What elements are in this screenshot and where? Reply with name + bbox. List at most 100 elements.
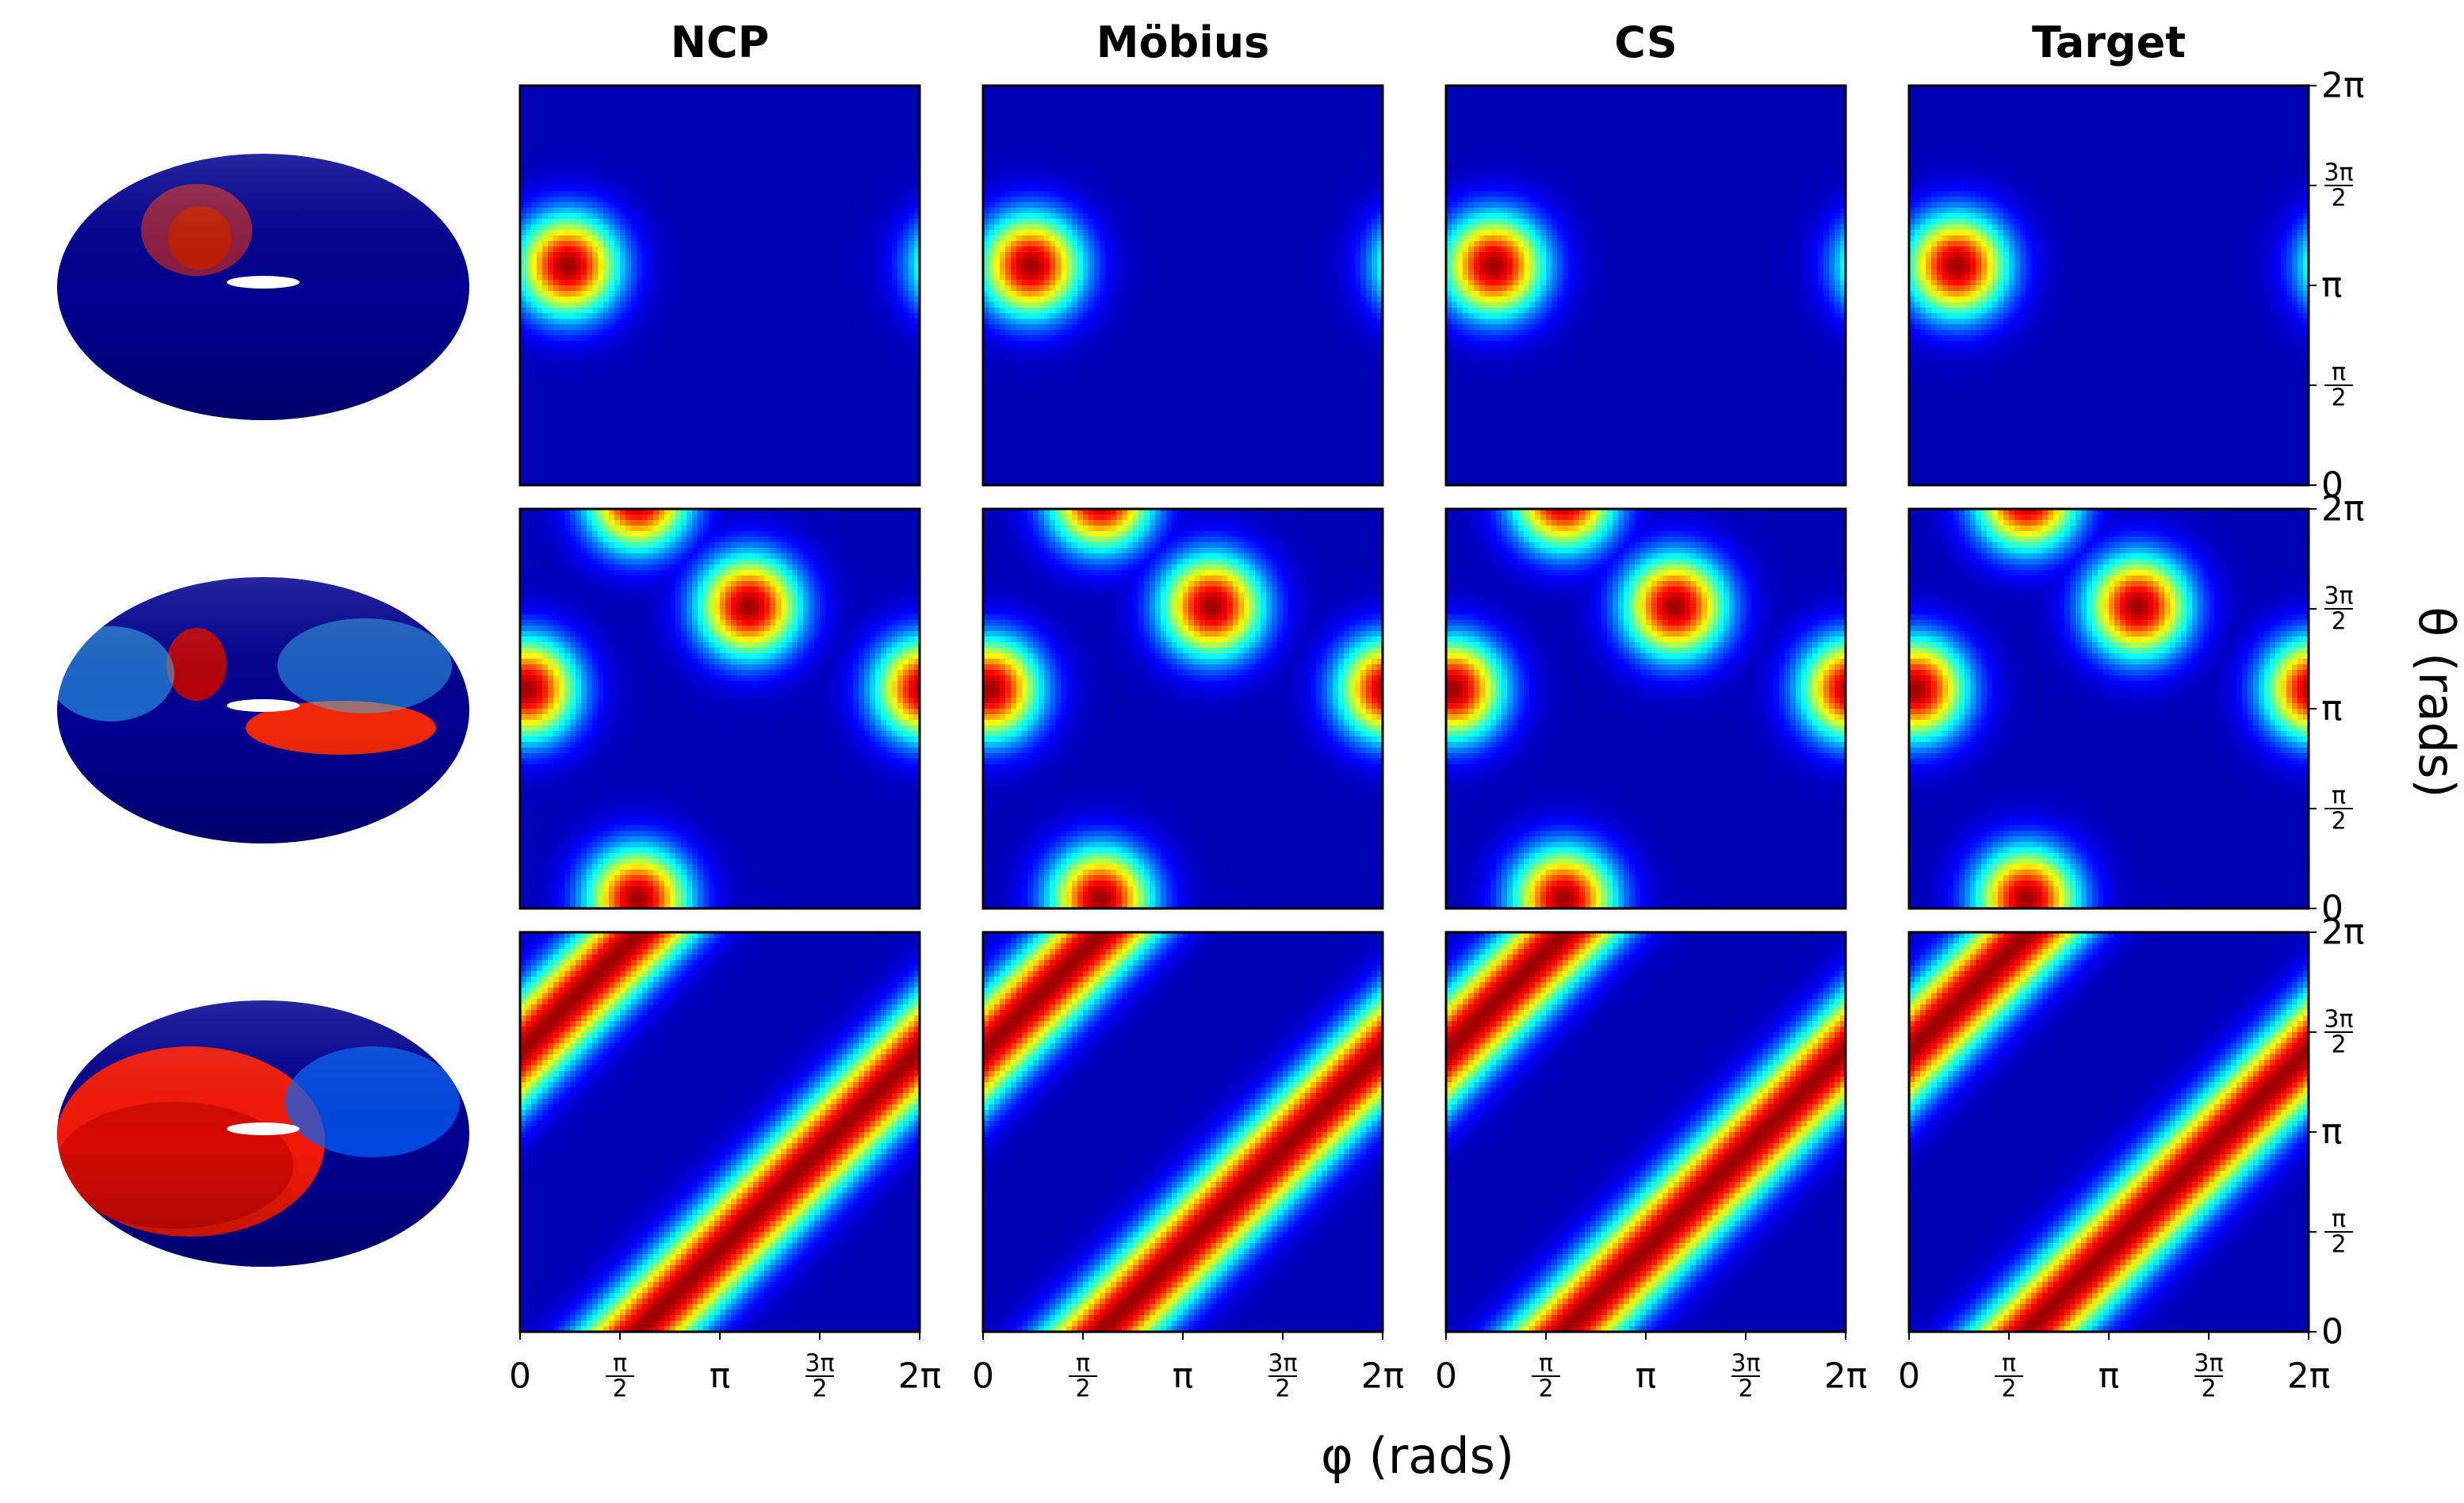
heatmap-cell: [659, 285, 665, 292]
heatmap-cell: [531, 108, 538, 114]
heatmap-cell: [825, 285, 832, 292]
heatmap-cell: [631, 235, 637, 242]
heatmap-cell: [897, 346, 904, 353]
heatmap-cell: [653, 141, 660, 147]
heatmap-cell: [909, 180, 915, 186]
heatmap-cell: [626, 191, 632, 197]
heatmap-cell: [820, 169, 826, 175]
heatmap-cell: [909, 202, 915, 208]
heatmap-cell: [620, 97, 626, 103]
heatmap-cell: [537, 252, 543, 258]
heatmap-cell: [703, 235, 710, 242]
heatmap-cell: [842, 302, 848, 308]
heatmap-cell: [553, 97, 560, 103]
heatmap-cell: [731, 119, 737, 125]
heatmap-cell: [775, 213, 782, 220]
heatmap-cell: [614, 241, 621, 247]
heatmap-cell: [875, 335, 882, 342]
heatmap-cell: [698, 230, 704, 236]
heatmap-cell: [531, 102, 538, 109]
heatmap-cell: [570, 269, 576, 275]
heatmap-cell: [831, 180, 837, 186]
heatmap-cell: [703, 313, 710, 319]
heatmap-cell: [781, 174, 787, 181]
heatmap-cell: [742, 313, 748, 319]
heatmap-cell: [592, 97, 599, 103]
heatmap-cell: [670, 158, 676, 164]
heatmap-cell: [576, 319, 582, 325]
heatmap-cell: [637, 346, 643, 353]
heatmap-cell: [831, 335, 837, 342]
heatmap-cell: [620, 274, 626, 281]
heatmap-cell: [759, 158, 765, 164]
heatmap-cell: [803, 341, 809, 347]
heatmap-cell: [531, 180, 538, 186]
heatmap-cell: [798, 147, 804, 153]
heatmap-cell: [653, 346, 660, 353]
heatmap-cell: [814, 324, 821, 331]
heatmap-cell: [637, 136, 643, 142]
heatmap-cell: [886, 91, 893, 98]
heatmap-cell: [753, 141, 759, 147]
heatmap-cell: [703, 180, 710, 186]
heatmap-cell: [814, 174, 821, 181]
heatmap-cell: [592, 102, 599, 109]
heatmap-cell: [731, 163, 737, 170]
heatmap-cell: [609, 202, 615, 208]
heatmap-cell: [886, 152, 893, 159]
heatmap-cell: [864, 291, 870, 297]
heatmap-cell: [614, 158, 621, 164]
heatmap-cell: [664, 324, 671, 331]
heatmap-cell: [731, 124, 737, 131]
heatmap-cell: [831, 224, 837, 231]
heatmap-cell: [609, 185, 615, 192]
heatmap-cell: [548, 152, 554, 159]
heatmap-cell: [737, 224, 743, 231]
heatmap-cell: [720, 174, 726, 181]
heatmap-cell: [614, 141, 621, 147]
heatmap-cell: [526, 174, 532, 181]
heatmap-cell: [731, 330, 737, 336]
heatmap-cell: [781, 213, 787, 220]
heatmap-cell: [809, 302, 815, 308]
heatmap-cell: [603, 141, 610, 147]
heatmap-cell: [598, 213, 604, 220]
heatmap-cell: [637, 352, 643, 358]
heatmap-cell: [542, 230, 549, 236]
heatmap-cell: [675, 296, 682, 303]
heatmap-cell: [648, 141, 654, 147]
heatmap-cell: [870, 235, 876, 242]
heatmap-cell: [892, 136, 898, 142]
heatmap-cell: [692, 269, 698, 275]
heatmap-cell: [875, 241, 882, 247]
heatmap-cell: [853, 147, 859, 153]
heatmap-cell: [564, 136, 571, 142]
heatmap-cell: [642, 208, 649, 214]
heatmap-cell: [614, 152, 621, 159]
heatmap-cell: [725, 219, 732, 225]
heatmap-cell: [831, 185, 837, 192]
heatmap-cell: [909, 280, 915, 286]
heatmap-cell: [609, 330, 615, 336]
heatmap-cell: [587, 252, 593, 258]
heatmap-cell: [692, 285, 698, 292]
heatmap-cell: [859, 319, 865, 325]
heatmap-cell: [714, 191, 721, 197]
heatmap-cell: [836, 169, 843, 175]
heatmap-cell: [675, 124, 682, 131]
heatmap-cell: [609, 97, 615, 103]
heatmap-cell: [748, 108, 754, 114]
heatmap-cell: [692, 136, 698, 142]
heatmap-cell: [692, 308, 698, 314]
heatmap-cell: [681, 296, 687, 303]
heatmap-cell: [592, 285, 599, 292]
heatmap-cell: [853, 247, 859, 253]
heatmap-cell: [786, 313, 793, 319]
heatmap-cell: [764, 346, 771, 353]
heatmap-cell: [820, 97, 826, 103]
heatmap-cell: [786, 280, 793, 286]
heatmap-cell: [592, 185, 599, 192]
heatmap-cell: [875, 219, 882, 225]
heatmap-cell: [659, 185, 665, 192]
heatmap-cell: [642, 152, 649, 159]
